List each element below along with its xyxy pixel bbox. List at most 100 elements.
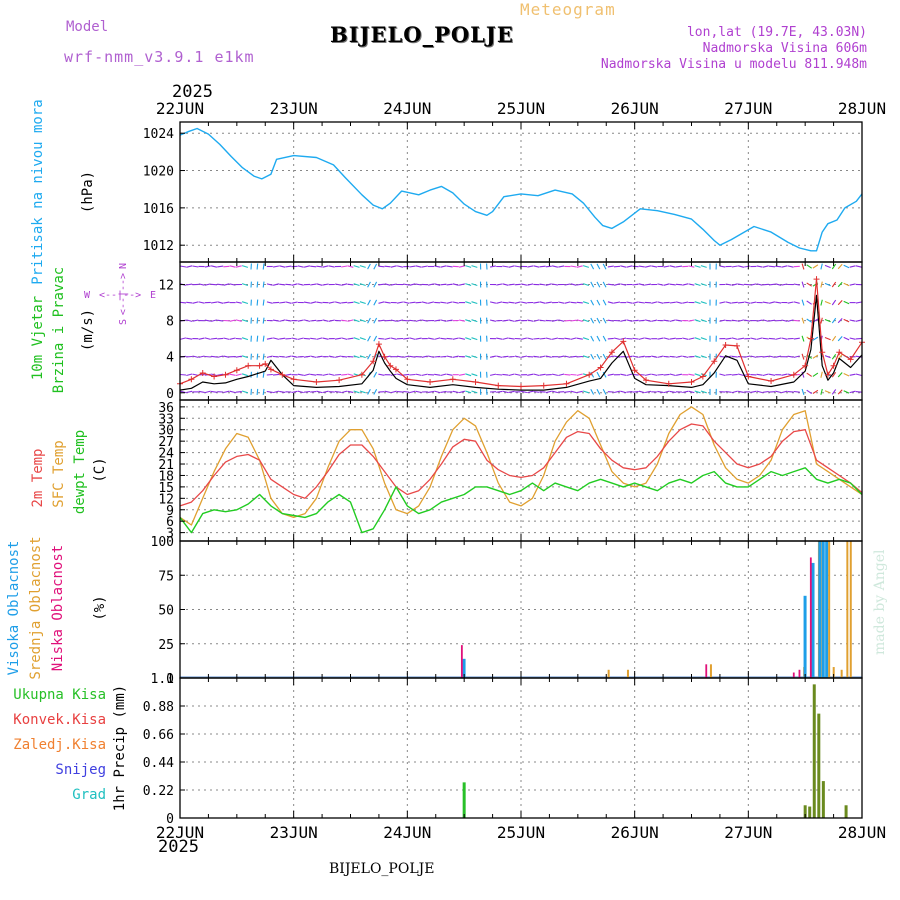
wind-barb (602, 371, 607, 378)
wind-barb (824, 336, 831, 341)
wind-barb (471, 301, 478, 305)
gust-marker (563, 380, 570, 387)
y-tick-label: 8 (166, 315, 174, 330)
wind-barb (378, 337, 385, 340)
wind-barb (341, 319, 348, 322)
wind-barb (297, 319, 304, 322)
gust-marker (375, 341, 382, 348)
wind-barb (669, 337, 676, 340)
wind-barb (781, 390, 788, 394)
wind-barb (192, 355, 199, 358)
wind-barb (223, 265, 230, 268)
wind-barb (310, 391, 317, 393)
wind-barb (359, 301, 366, 305)
wind-barb (843, 373, 850, 377)
wind-barb (801, 263, 805, 270)
wind-barb (347, 283, 354, 286)
wind-barb (489, 301, 497, 304)
precip-bar (821, 781, 825, 818)
wind-barb (651, 265, 658, 268)
wind-barb (824, 318, 831, 323)
wind-barb (768, 265, 776, 268)
wind-barb (316, 301, 323, 304)
wind-barb (787, 355, 794, 358)
wind-barb (334, 301, 342, 304)
wind-barb (620, 319, 627, 322)
wind-barb (415, 301, 422, 304)
wind-barb (409, 319, 416, 322)
wind-barb (229, 319, 236, 322)
wind-barb (638, 319, 645, 322)
x-tick-label-bottom: 22JUN (156, 823, 204, 842)
wind-barb (502, 337, 509, 340)
wind-barb (373, 299, 378, 306)
y-tick-label: 1024 (143, 127, 174, 142)
gust-marker (722, 341, 729, 348)
wind-barb (322, 337, 329, 340)
wind-barb (303, 355, 311, 358)
wind-barb (373, 317, 378, 324)
gust-marker (199, 369, 206, 376)
wind-barb (596, 281, 601, 288)
wind-barb (849, 337, 856, 340)
lonlat-label: lon,lat (19.7E, 43.03N) (686, 25, 867, 40)
frame-layer (179, 121, 863, 819)
wind-barb (744, 283, 751, 286)
wind-barb (607, 373, 614, 376)
wind-barb (831, 263, 837, 270)
wind-barb (367, 281, 371, 288)
y-tick-label: 1.1 (151, 672, 174, 687)
wind-barb (272, 319, 280, 322)
wind-barb (262, 388, 265, 395)
wind-barb (341, 337, 348, 340)
wind-barb (855, 391, 862, 393)
wind-barb (415, 319, 422, 322)
wind-barb (539, 355, 546, 358)
wind-barb (750, 283, 757, 286)
wind-barb (310, 373, 317, 376)
wind-barb (415, 283, 422, 286)
wind-barb (446, 283, 453, 286)
wind-barb (266, 390, 273, 393)
wind-barb (768, 373, 776, 376)
wind-barb (272, 373, 280, 376)
wind-barb (223, 355, 230, 358)
x-tick-label-top: 22JUN (156, 99, 204, 118)
wind-barb (781, 337, 788, 340)
wind-speed-line (179, 294, 863, 391)
gust-marker (836, 349, 843, 356)
wind-barb (725, 283, 732, 286)
wind-barb (801, 335, 805, 342)
wind-barb (626, 319, 633, 322)
wind-barb (328, 355, 335, 358)
wind-barb (793, 337, 800, 340)
wind-barb (613, 355, 621, 358)
wind-barb (256, 317, 259, 324)
x-tick-label-top: 24JUN (383, 99, 431, 118)
wind-barb (446, 373, 453, 376)
wind-barb (663, 283, 670, 286)
wind-barb (310, 337, 317, 340)
wind-barb (434, 390, 441, 394)
wind-barb (440, 301, 447, 304)
wind-barb (831, 317, 837, 324)
wind-barb (731, 301, 738, 304)
wind-barb (756, 319, 763, 322)
wind-barb (256, 371, 259, 378)
wind-barb (285, 265, 292, 268)
wind-barb (198, 355, 205, 358)
wind-barb (719, 265, 726, 268)
wind-barb (750, 390, 757, 393)
wind-barb (334, 373, 342, 376)
wind-barb (596, 353, 601, 360)
wind-barb (602, 299, 607, 306)
wind-barb (831, 335, 837, 342)
gust-marker (427, 378, 434, 385)
wind-barb (235, 355, 242, 358)
wind-barb (186, 301, 193, 304)
wind-barb (316, 390, 323, 394)
wind-barb (694, 355, 701, 359)
gust-marker (586, 371, 593, 378)
wind-barb (241, 301, 249, 305)
wind-barb (347, 319, 354, 322)
